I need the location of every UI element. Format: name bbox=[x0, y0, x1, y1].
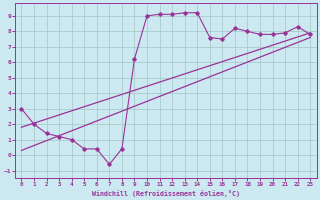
X-axis label: Windchill (Refroidissement éolien,°C): Windchill (Refroidissement éolien,°C) bbox=[92, 190, 240, 197]
